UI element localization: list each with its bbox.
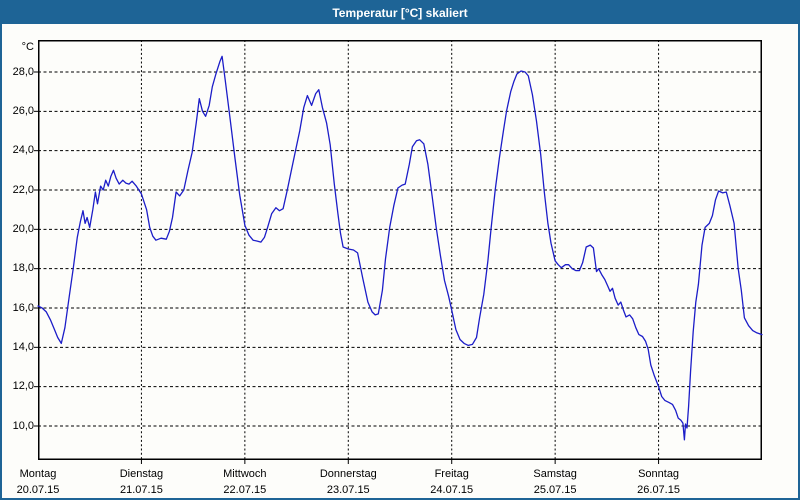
day-name: Dienstag: [119, 468, 164, 480]
day-date: 25.07.15: [533, 483, 577, 496]
day-date: 22.07.15: [223, 483, 267, 496]
day-name: Samstag: [533, 468, 577, 480]
y-axis-tick-label: 18,0: [12, 262, 34, 275]
day-name: Freitag: [434, 468, 469, 480]
day-date: 24.07.15: [430, 483, 474, 496]
x-axis-day-label: Freitag 24.07.15: [430, 467, 473, 498]
day-name: Donnerstag: [319, 468, 377, 480]
y-axis-tick-label: 26,0: [12, 104, 34, 117]
day-name: Sonntag: [638, 468, 680, 480]
x-axis-day-label: Sonntag 26.07.15: [637, 467, 680, 498]
y-axis-tick-label: 12,0: [12, 380, 34, 393]
day-name: Montag: [19, 468, 57, 480]
day-date: 23.07.15: [326, 483, 370, 496]
y-axis-tick-label: 20,0: [12, 222, 34, 235]
day-date: 21.07.15: [120, 483, 163, 496]
y-axis-tick-label: 10,0: [12, 419, 34, 432]
window-title: Temperatur [°C] skaliert: [332, 6, 468, 20]
plot-border: [38, 40, 762, 460]
y-axis-tick-label: 14,0: [12, 340, 34, 353]
day-date: 20.07.15: [16, 483, 60, 496]
day-name: Mittwoch: [223, 468, 267, 480]
temperature-series-line: [37, 55, 763, 441]
x-axis-day-label: Samstag 25.07.15: [533, 467, 576, 498]
x-axis-day-label: Mittwoch 22.07.15: [223, 467, 266, 498]
x-axis-day-label: Montag 20.07.15: [17, 467, 60, 498]
y-axis-tick-label: 24,0: [12, 144, 34, 157]
x-axis-day-label: Donnerstag 23.07.15: [320, 467, 377, 498]
x-axis-day-label: Dienstag 21.07.15: [120, 467, 163, 498]
y-axis-tick-label: 22,0: [12, 183, 34, 196]
y-axis-tick-label: 28,0: [12, 65, 34, 78]
window-titlebar[interactable]: Temperatur [°C] skaliert: [2, 2, 798, 24]
y-axis-tick-label: 16,0: [12, 301, 34, 314]
chart-content-area: °C 28,0 26,0 24,0 22,0 20,0 18,0 16,0 14,0 12,0 1…: [2, 24, 798, 498]
day-date: 26.07.15: [637, 483, 680, 496]
temperature-line-chart: [34, 40, 763, 464]
y-axis-unit-label: °C: [21, 41, 34, 53]
